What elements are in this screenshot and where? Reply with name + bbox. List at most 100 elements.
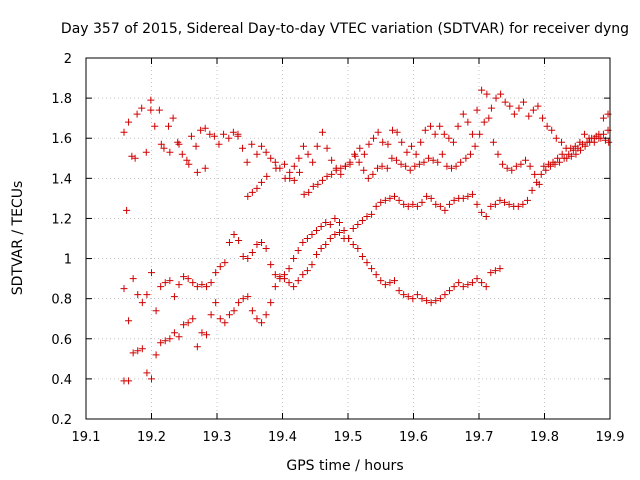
data-point-series-0 <box>299 142 307 150</box>
data-point-series-3 <box>280 271 288 279</box>
data-point-series-0 <box>125 118 133 126</box>
data-point-series-3 <box>235 299 243 307</box>
data-point-series-2 <box>363 259 371 267</box>
data-point-series-0 <box>142 148 150 156</box>
data-point-series-2 <box>491 267 499 275</box>
data-point-series-2 <box>450 283 458 291</box>
data-point-series-3 <box>427 194 435 202</box>
data-point-series-3 <box>491 200 499 208</box>
data-point-series-0 <box>445 134 453 142</box>
x-tick-label: 19.5 <box>334 430 363 445</box>
data-point-series-0 <box>492 94 500 102</box>
data-point-series-2 <box>427 299 435 307</box>
data-point-series-0 <box>464 118 472 126</box>
data-point-series-0 <box>313 142 321 150</box>
data-point-series-0 <box>280 160 288 168</box>
data-point-series-1 <box>425 154 433 162</box>
data-point-series-2 <box>404 293 412 301</box>
data-point-series-0 <box>155 106 163 114</box>
y-tick-label: 1.6 <box>51 132 72 147</box>
data-point-series-3 <box>170 329 178 337</box>
data-point-series-0 <box>534 102 542 110</box>
data-point-series-0 <box>151 122 159 130</box>
data-point-series-3 <box>322 218 330 226</box>
data-point-series-2 <box>409 295 417 303</box>
data-point-series-2 <box>152 307 160 315</box>
data-point-series-3 <box>203 331 211 339</box>
data-point-series-1 <box>123 206 131 214</box>
data-point-series-0 <box>515 104 523 112</box>
data-point-series-2 <box>482 283 490 291</box>
data-point-series-1 <box>360 166 368 174</box>
data-point-series-2 <box>143 291 151 299</box>
data-point-series-1 <box>193 168 201 176</box>
data-point-series-2 <box>317 245 325 253</box>
data-point-series-2 <box>436 295 444 303</box>
data-point-series-1 <box>443 162 451 170</box>
data-point-series-3 <box>134 347 142 355</box>
data-point-series-1 <box>397 160 405 168</box>
data-point-series-3 <box>377 198 385 206</box>
data-point-series-0 <box>548 126 556 134</box>
data-point-series-0 <box>478 86 486 94</box>
data-point-series-0 <box>370 134 378 142</box>
data-point-series-1 <box>572 150 580 158</box>
data-point-series-2 <box>313 251 321 259</box>
data-point-series-2 <box>459 283 467 291</box>
data-point-series-2 <box>129 275 137 283</box>
data-point-series-1 <box>438 150 446 158</box>
data-point-series-0 <box>558 138 566 146</box>
data-point-series-3 <box>267 299 275 307</box>
data-point-series-1 <box>131 154 139 162</box>
data-point-series-3 <box>583 138 591 146</box>
data-point-series-0 <box>487 104 495 112</box>
data-point-series-0 <box>417 138 425 146</box>
x-tick-label: 19.3 <box>203 430 232 445</box>
data-point-series-3 <box>468 190 476 198</box>
data-point-series-1 <box>489 138 497 146</box>
data-point-series-1 <box>185 160 193 168</box>
data-point-series-1 <box>406 166 414 174</box>
data-point-series-0 <box>374 128 382 136</box>
data-point-series-3 <box>478 208 486 216</box>
data-point-series-3 <box>574 144 582 152</box>
data-point-series-1 <box>373 164 381 172</box>
data-point-series-2 <box>221 259 229 267</box>
data-point-series-3 <box>189 315 197 323</box>
data-point-series-2 <box>386 279 394 287</box>
data-point-series-0 <box>309 158 317 166</box>
data-point-series-3 <box>180 321 188 329</box>
data-point-series-0 <box>323 144 331 152</box>
data-point-series-2 <box>216 263 224 271</box>
data-point-series-3 <box>326 220 334 228</box>
data-point-series-3 <box>345 235 353 242</box>
data-point-series-1 <box>466 150 474 158</box>
data-point-series-0 <box>183 156 191 164</box>
data-point-series-0 <box>206 130 214 138</box>
data-point-series-0 <box>239 144 247 152</box>
data-point-series-2 <box>193 283 201 291</box>
data-point-series-2 <box>455 279 463 287</box>
data-point-series-1 <box>434 158 442 166</box>
data-point-series-3 <box>152 351 160 359</box>
data-point-series-3 <box>450 196 458 204</box>
data-point-series-3 <box>551 160 559 168</box>
data-point-series-3 <box>262 311 270 319</box>
data-point-series-2 <box>308 261 316 269</box>
data-point-series-3 <box>212 299 220 307</box>
data-point-series-3 <box>303 235 311 242</box>
data-point-series-3 <box>148 375 155 383</box>
data-point-series-2 <box>230 230 238 238</box>
data-point-series-3 <box>125 377 133 385</box>
data-point-series-1 <box>166 148 174 156</box>
data-point-series-2 <box>244 255 252 263</box>
data-point-series-3 <box>519 200 527 208</box>
data-point-series-3 <box>290 255 298 263</box>
data-point-series-0 <box>262 148 270 156</box>
chart-title: Day 357 of 2015, Sidereal Day-to-day VTE… <box>61 21 629 37</box>
data-point-series-1 <box>452 162 460 170</box>
data-point-series-3 <box>354 220 362 228</box>
y-axis-label: SDTVAR / TECUs <box>10 181 26 296</box>
data-point-series-0 <box>243 158 251 166</box>
data-point-series-1 <box>517 160 525 168</box>
